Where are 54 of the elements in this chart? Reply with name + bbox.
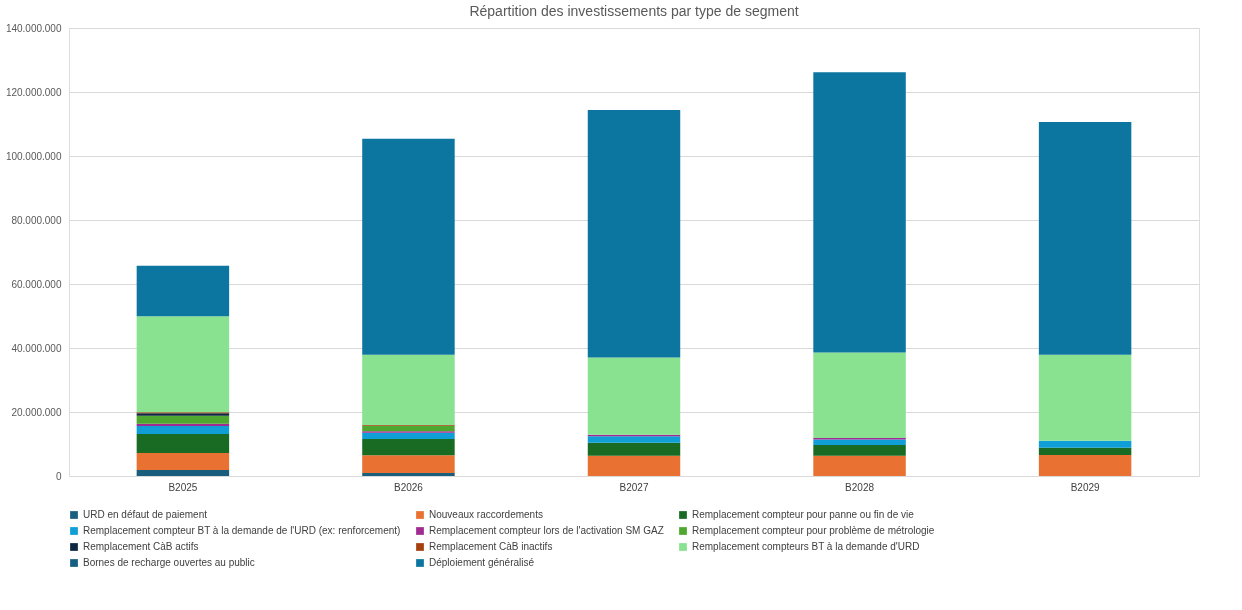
legend-label: Nouveaux raccordements [429,509,543,520]
legend-label: Remplacement CàB actifs [83,541,199,552]
legend-label: Remplacement compteur BT à la demande de l'URD (ex: renforcement) [83,525,401,536]
bar [587,109,681,358]
bar [136,434,230,453]
legend-label: Remplacement compteur pour panne ou fin de vie [692,509,915,520]
bar [362,438,455,456]
y-tick-label: 40.000.000 [11,342,62,354]
x-tick-label: B2025 [168,481,198,493]
bar [136,265,230,317]
y-tick-label: 20.000.000 [11,406,62,418]
bar [136,316,230,413]
bar [362,354,455,426]
bar [813,72,906,353]
bar [587,442,681,456]
bar [136,415,230,424]
legend-label: Remplacement compteur pour problème de métrologie [692,525,935,536]
bar [136,452,230,470]
x-tick-label: B2027 [619,481,649,493]
bar [587,357,681,435]
legend-label: Remplacement compteurs BT à la demande d'URD [692,541,920,552]
x-tick-label: B2026 [393,481,424,493]
y-tick-label: 60.000.000 [11,278,62,290]
legend-label: Bornes de recharge ouvertes au public [83,557,255,568]
bar [1038,440,1132,448]
bar [813,444,906,456]
chart-title: Répartition des investissements par type de segment [469,3,799,19]
x-tick-label: B2028 [845,481,875,493]
y-tick-label: 120.000.000 [5,86,62,98]
y-tick-label: 140.000.000 [5,22,62,34]
y-tick-label: 100.000.000 [5,150,62,162]
legend-label: Déploiement généralisé [429,557,535,568]
bar [587,436,681,443]
y-tick-label: 0 [55,470,62,482]
bar [362,473,455,476]
bar [362,432,455,439]
bar [362,138,455,355]
bar [813,455,906,476]
bar [1038,354,1132,441]
bar [813,352,906,438]
bar [813,439,906,445]
legend-label: Remplacement CàB inactifs [429,541,553,552]
bar [587,455,681,476]
bar [1038,454,1132,476]
x-tick-label: B2029 [1070,481,1100,493]
legend-label: Remplacement compteur lors de l'activation SM GAZ [429,525,664,536]
bar [1038,447,1132,455]
bar [362,425,455,432]
legend-label: URD en défaut de paiement [83,509,208,520]
y-tick-label: 80.000.000 [11,214,62,226]
bar [1038,122,1132,355]
bar [362,455,455,474]
bar [136,426,230,435]
bar [136,469,230,476]
